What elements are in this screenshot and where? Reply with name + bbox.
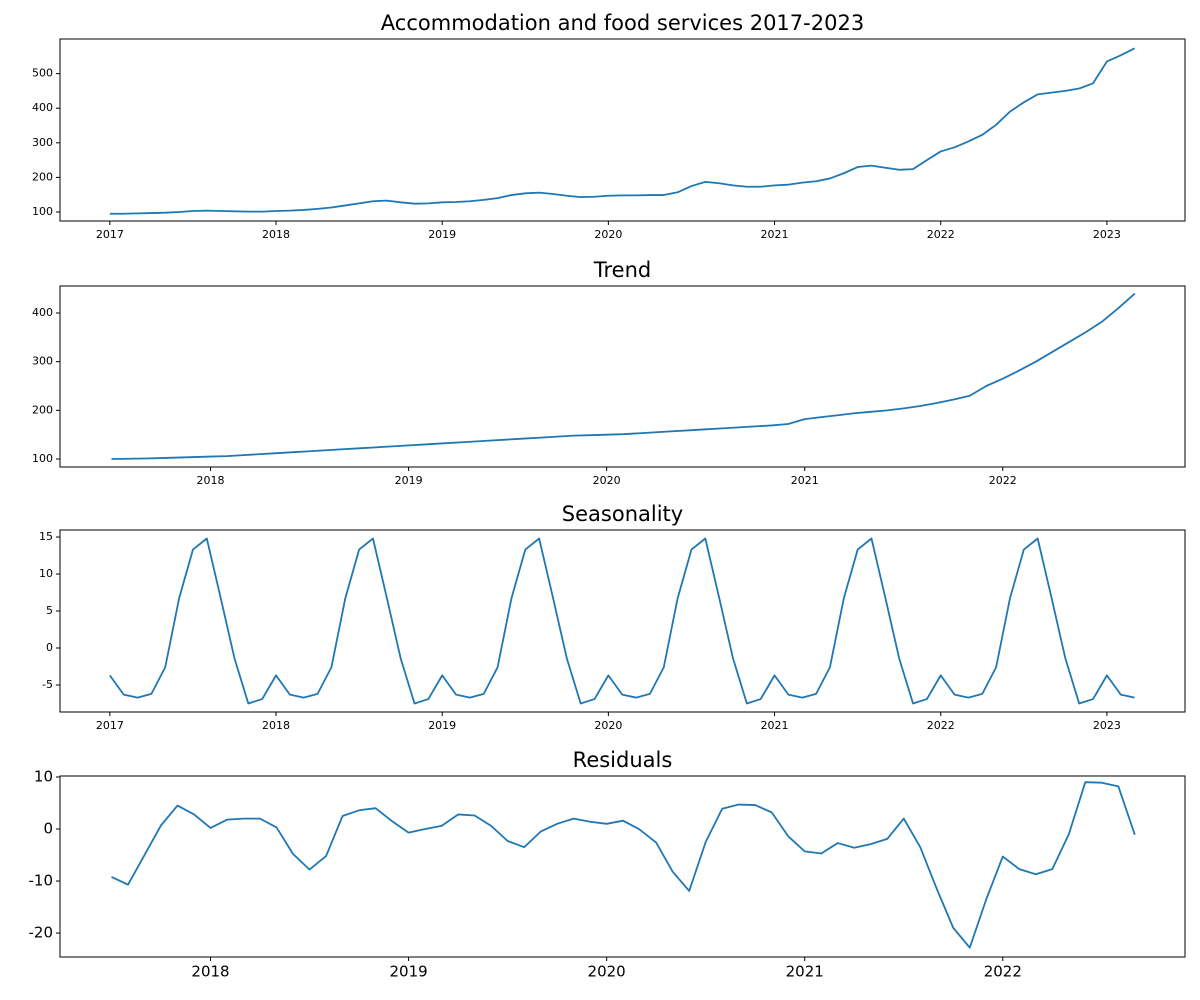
x-tick-label: 2021 xyxy=(786,963,824,981)
series-line xyxy=(111,292,1136,460)
x-tick-label: 2022 xyxy=(989,474,1017,487)
y-tick-label: 300 xyxy=(32,136,53,149)
x-tick-label: 2018 xyxy=(262,719,290,732)
x-tick-label: 2021 xyxy=(761,719,789,732)
series-line xyxy=(111,781,1136,949)
x-tick-label: 2020 xyxy=(594,228,622,241)
x-tick-label: 2021 xyxy=(761,228,789,241)
y-tick-label: 10 xyxy=(39,567,53,580)
axes-frame xyxy=(59,775,1186,958)
panel-title: Seasonality xyxy=(562,502,683,526)
y-tick-label: 0 xyxy=(46,641,53,654)
x-tick-label: 2022 xyxy=(927,228,955,241)
panel-title: Accommodation and food services 2017-202… xyxy=(381,11,864,35)
x-tick-label: 2018 xyxy=(197,474,225,487)
panel-title: Trend xyxy=(593,258,651,282)
x-tick-label: 2019 xyxy=(428,719,456,732)
y-tick-label: -20 xyxy=(29,924,54,942)
y-tick-label: -5 xyxy=(42,678,53,691)
x-tick-label: 2023 xyxy=(1093,228,1121,241)
y-tick-label: 300 xyxy=(32,355,53,368)
x-tick-label: 2020 xyxy=(588,963,626,981)
x-tick-label: 2020 xyxy=(593,474,621,487)
y-tick-label: 100 xyxy=(32,205,53,218)
x-tick-label: 2019 xyxy=(395,474,423,487)
y-tick-label: -10 xyxy=(29,872,54,890)
y-tick-label: 200 xyxy=(32,170,53,183)
y-tick-label: 15 xyxy=(39,530,53,543)
x-tick-label: 2022 xyxy=(927,719,955,732)
panel-title: Residuals xyxy=(573,748,673,772)
x-tick-label: 2021 xyxy=(791,474,819,487)
y-tick-label: 500 xyxy=(32,67,53,80)
x-tick-label: 2017 xyxy=(96,719,124,732)
y-tick-label: 0 xyxy=(43,820,53,838)
y-tick-label: 5 xyxy=(46,604,53,617)
x-tick-label: 2022 xyxy=(984,963,1022,981)
x-tick-label: 2019 xyxy=(389,963,427,981)
y-tick-label: 10 xyxy=(34,767,53,785)
y-tick-label: 200 xyxy=(32,403,53,416)
x-tick-label: 2018 xyxy=(191,963,229,981)
axes-frame xyxy=(59,38,1186,222)
axes-frame xyxy=(59,529,1186,713)
y-tick-label: 400 xyxy=(32,306,53,319)
x-tick-label: 2020 xyxy=(594,719,622,732)
x-tick-label: 2018 xyxy=(262,228,290,241)
y-tick-label: 100 xyxy=(32,452,53,465)
axes-frame xyxy=(59,285,1186,468)
series-line xyxy=(109,47,1135,215)
x-tick-label: 2017 xyxy=(96,228,124,241)
x-tick-label: 2023 xyxy=(1093,719,1121,732)
y-tick-label: 400 xyxy=(32,101,53,114)
x-tick-label: 2019 xyxy=(428,228,456,241)
series-line xyxy=(109,537,1135,705)
